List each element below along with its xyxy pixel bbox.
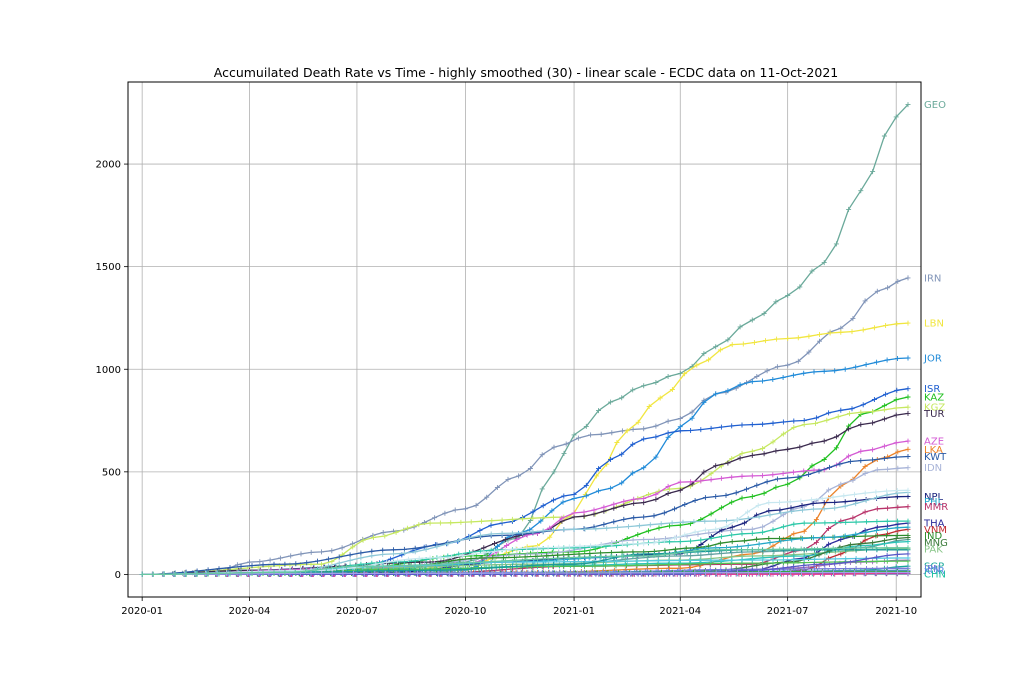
x-tick-label: 2020-07 (336, 606, 378, 617)
chart-title: Accumuilated Death Rate vs Time - highly… (214, 65, 838, 80)
series-end-label: JPN (923, 564, 940, 575)
series-end-label: PAK (924, 544, 943, 555)
x-tick-label: 2021-10 (875, 606, 917, 617)
series-end-label: IRN (924, 273, 941, 284)
x-tick-label: 2021-07 (767, 606, 809, 617)
y-tick-label: 1500 (96, 262, 121, 273)
y-tick-label: 0 (115, 570, 121, 581)
series-end-label: IDN (924, 463, 942, 474)
ticks: 2020-01 2020-04 2020-07 2020-10 2021-01 2021-… (96, 160, 918, 617)
series-end-label: CHN (924, 569, 946, 580)
plot-frame (127, 81, 922, 598)
x-tick-label: 2020-10 (445, 606, 487, 617)
series-end-label: IND (924, 531, 942, 542)
x-tick-label: 2020-04 (229, 606, 271, 617)
end-labels: GEOIRNLBNJORISRKAZKGZTURAZELKAKWTIDNNPLP… (923, 100, 948, 580)
x-tick-label: 2020-01 (121, 606, 163, 617)
series-layer (139, 102, 911, 577)
series-end-label: TUR (923, 409, 944, 420)
series-end-label: KOR (924, 566, 945, 577)
series-end-label: PHL (924, 497, 944, 508)
series-end-label: JOR (923, 353, 942, 364)
x-tick-label: 2021-01 (553, 606, 595, 617)
series-end-label: NPL (924, 492, 944, 503)
x-tick-label: 2021-04 (659, 606, 701, 617)
series-qat (139, 545, 911, 577)
y-tick-label: 2000 (96, 160, 121, 171)
series-end-label: GEO (924, 100, 946, 111)
series-end-label: VNM (924, 525, 947, 536)
series-end-label: KAZ (924, 392, 944, 403)
y-tick-label: 1000 (96, 365, 121, 376)
series-end-label: AZE (924, 437, 944, 448)
series-end-label: MNG (924, 538, 948, 549)
series-end-label: ISR (924, 384, 940, 395)
y-tick-label: 500 (102, 467, 121, 478)
series-end-label: KGZ (924, 403, 945, 414)
series-end-label: LBN (924, 319, 944, 330)
series-markers (139, 545, 911, 577)
series-end-label: KWT (924, 452, 947, 463)
series-end-label: THA (923, 519, 945, 530)
series-end-label: MMR (924, 502, 948, 513)
series-tjk (139, 569, 911, 577)
series-end-label: LKA (924, 445, 943, 456)
series-end-label: SGP (924, 562, 944, 573)
